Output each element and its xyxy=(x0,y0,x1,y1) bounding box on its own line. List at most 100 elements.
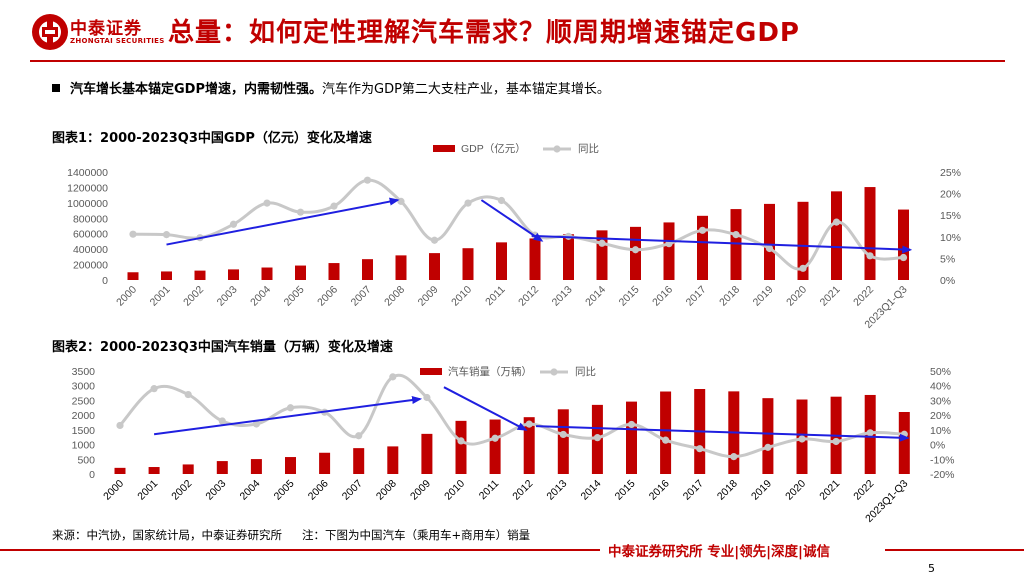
chart2-bar xyxy=(148,467,160,474)
chart1-right-tick-label: 15% xyxy=(940,210,961,222)
chart2-bar xyxy=(250,459,262,474)
chart2-bar xyxy=(660,391,672,474)
chart1-line-point xyxy=(363,176,372,184)
chart2-x-tick-label: 2018 xyxy=(715,478,740,503)
chart1-line-point xyxy=(899,253,908,262)
chart2-bar xyxy=(114,467,126,474)
chart1-bar xyxy=(764,203,775,280)
chart1-x-tick-label: 2019 xyxy=(751,284,776,309)
chart1-bar xyxy=(228,269,239,280)
footer-line-right xyxy=(885,549,1024,551)
chart1-bar xyxy=(194,270,206,280)
chart2-title: 图表2：2000-2023Q3中国汽车销量（万辆）变化及增速 xyxy=(52,340,393,355)
chart1-line-point xyxy=(296,208,305,216)
chart1-left-tick-label: 200000 xyxy=(73,260,108,272)
chart2-left-tick-label: 3000 xyxy=(72,381,96,393)
key-point: 汽车增长基本锚定GDP增速，内需韧性强。汽车作为GDP第二大支柱产业，基本锚定其… xyxy=(52,78,610,97)
chart1-right-tick-label: 20% xyxy=(940,189,961,201)
chart1-left-tick-label: 400000 xyxy=(73,244,108,256)
chart1-bar xyxy=(797,201,809,280)
chart1-line-point xyxy=(430,236,439,244)
chart1-line-point xyxy=(832,218,841,226)
chart1-line-point xyxy=(765,244,774,253)
chart1-left-tick-label: 600000 xyxy=(73,229,108,241)
brand-logo-cn: 中泰证券 xyxy=(70,19,142,39)
chart1-right-tick-label: 5% xyxy=(940,253,955,265)
chart1-bar xyxy=(161,271,172,280)
chart2-legend-bar-label: 汽车销量（万辆） xyxy=(448,365,532,378)
chart1-line-point xyxy=(162,231,171,239)
chart2-left-tick-label: 3500 xyxy=(72,366,96,378)
key-point-text: 汽车作为GDP第二大支柱产业，基本锚定其增长。 xyxy=(322,82,610,97)
chart2-line-point xyxy=(252,420,260,428)
chart1-legend-bar-label: GDP（亿元） xyxy=(461,142,526,155)
chart2-line-series xyxy=(118,373,905,459)
chart1-x-tick-label: 2009 xyxy=(416,284,441,309)
chart1-x-tick-label: 2001 xyxy=(148,284,173,309)
chart2-x-tick-label: 2004 xyxy=(238,478,263,503)
chart2-line-point xyxy=(696,445,704,453)
chart2-line-point xyxy=(730,453,738,461)
chart1-trend-arrow xyxy=(480,199,544,242)
chart1-bar xyxy=(127,272,139,280)
chart1-bar xyxy=(697,215,708,280)
chart1-bar xyxy=(529,238,541,280)
chart1-right-tick-label: 25% xyxy=(940,167,961,179)
chart2-x-tick-label: 2022 xyxy=(851,478,876,503)
chart2-x-tick-label: 2015 xyxy=(613,478,638,503)
chart2-x-tick-label: 2020 xyxy=(783,478,808,503)
chart1-line-point xyxy=(799,264,807,272)
chart1-left-tick-label: 1400000 xyxy=(67,167,108,179)
chart1-bar xyxy=(563,234,574,280)
chart2-line-point xyxy=(286,404,295,412)
chart1-right-tick-label: 0% xyxy=(940,275,955,287)
chart1-bar xyxy=(395,255,407,280)
chart1-bar xyxy=(261,267,273,280)
chart2-line-point xyxy=(423,393,431,402)
chart1-left-tick-label: 1000000 xyxy=(67,198,108,210)
chart1-x-tick-label: 2022 xyxy=(851,284,876,309)
chart1-bar xyxy=(362,259,373,280)
chart1-line-point xyxy=(497,196,506,205)
chart2-x-tick-label: 2009 xyxy=(408,478,433,503)
chart1-bar xyxy=(864,187,876,280)
chart1-x-tick-label: 2010 xyxy=(449,284,474,309)
chart1-left-tick-label: 800000 xyxy=(73,213,108,225)
chart1-x-tick-label: 2018 xyxy=(717,284,742,309)
chart2-line-point xyxy=(116,421,124,430)
chart2-right-tick-label: -10% xyxy=(930,454,955,466)
chart1-x-tick-label: 2013 xyxy=(550,284,575,309)
chart2-line-point xyxy=(627,420,636,429)
chart2-legend: 汽车销量（万辆） 同比 xyxy=(420,365,596,378)
chart2-right-tick-label: 50% xyxy=(930,366,951,378)
chart2-legend-line-label: 同比 xyxy=(575,365,596,378)
chart2-line-point xyxy=(491,434,499,442)
chart2-x-tick-label: 2008 xyxy=(374,478,399,503)
chart1-left-tick-label: 1200000 xyxy=(67,182,108,194)
chart2-left-tick-label: 500 xyxy=(77,454,95,466)
chart2-right-tick-label: 20% xyxy=(930,410,951,422)
chart2-bar xyxy=(387,446,399,474)
chart2-x-tick-label: 2005 xyxy=(272,478,297,503)
chart2-trend-arrow xyxy=(153,396,423,436)
chart2-right-tick-label: 0% xyxy=(930,440,945,452)
page-number: 5 xyxy=(928,562,935,575)
chart2-line-point xyxy=(593,434,602,442)
chart1-x-tick-label: 2015 xyxy=(617,284,642,309)
footer-source: 来源：中汽协，国家统计局，中泰证券研究所 注：下图为中国汽车（乘用车+商用车）销量 xyxy=(52,527,550,543)
chart1-legend-line-label: 同比 xyxy=(578,142,599,155)
chart2-line-point xyxy=(525,420,533,428)
chart2-line-point xyxy=(764,443,772,451)
chart2-line-point xyxy=(866,429,874,437)
chart1-x-tick-label: 2017 xyxy=(684,284,709,309)
chart1-line-point xyxy=(263,199,271,207)
chart1-x-tick-label: 2005 xyxy=(282,284,307,309)
footer-line-left xyxy=(0,549,600,551)
chart1-line-point xyxy=(229,220,238,228)
chart1-bar xyxy=(663,222,675,280)
chart2-bar xyxy=(762,398,774,474)
page-title: 总量：如何定性理解汽车需求？顺周期增速锚定GDP xyxy=(168,18,800,48)
chart1-bar xyxy=(831,191,842,280)
chart1-bar xyxy=(730,209,742,280)
chart1-x-tick-label: 2006 xyxy=(315,284,340,309)
